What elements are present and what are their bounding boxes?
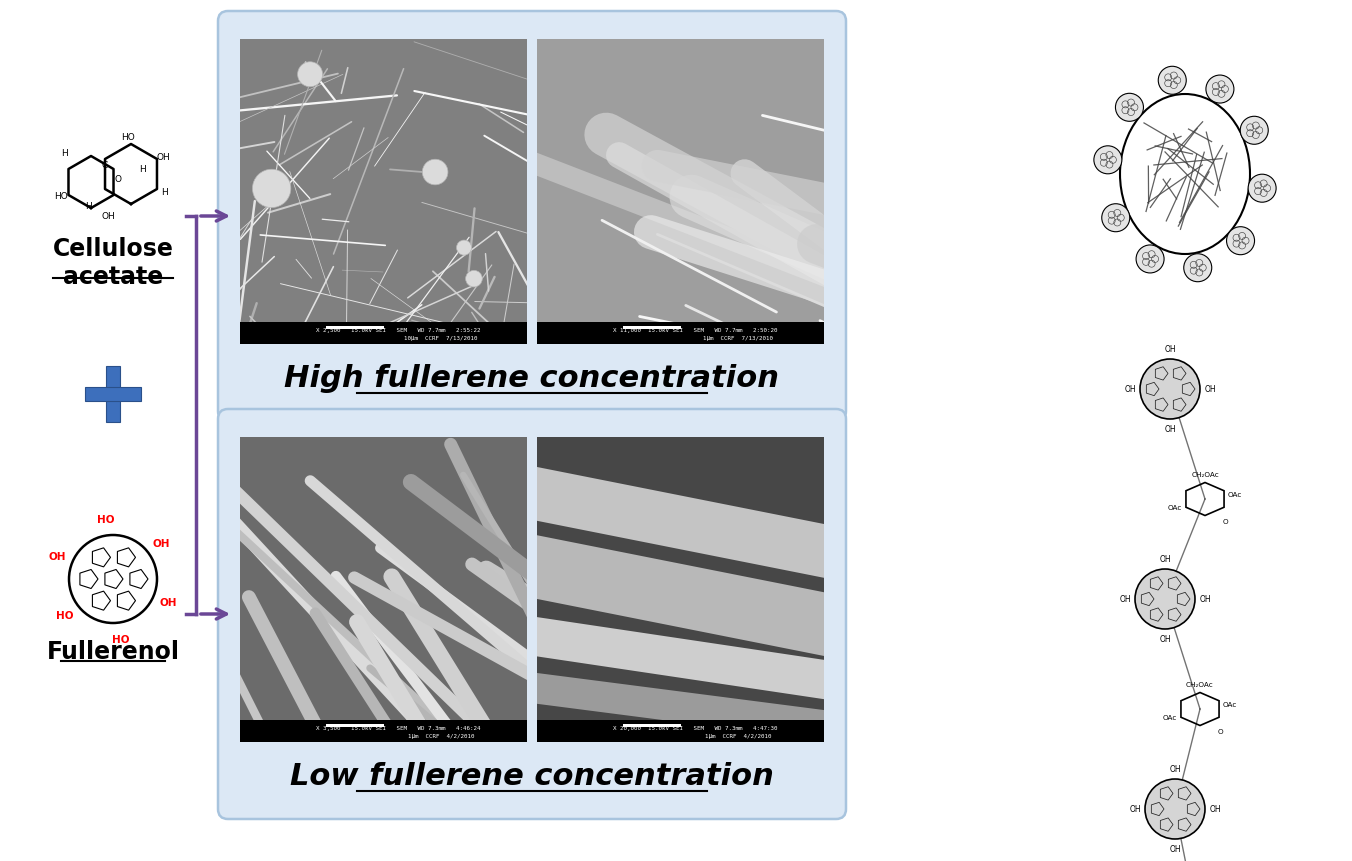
Circle shape (1136, 245, 1164, 274)
Text: HO: HO (122, 133, 135, 141)
Text: OH: OH (153, 538, 169, 548)
Text: OH: OH (1129, 804, 1141, 814)
Text: OH: OH (1169, 765, 1180, 773)
Text: X 20,000  15.0kV SEI   SEM   WD 7.3mm   4:47:30: X 20,000 15.0kV SEI SEM WD 7.3mm 4:47:30 (612, 725, 777, 730)
Circle shape (1240, 117, 1268, 146)
Circle shape (1159, 67, 1186, 96)
Text: C: C (101, 160, 108, 170)
Circle shape (465, 271, 483, 288)
Text: OH: OH (1159, 635, 1171, 644)
Bar (537, 40, 823, 344)
Text: CH₂OAc: CH₂OAc (1186, 681, 1214, 687)
Text: OH: OH (1205, 385, 1215, 394)
Text: Cellulose
acetate: Cellulose acetate (53, 237, 173, 288)
Bar (623, 724, 680, 727)
Text: H: H (139, 165, 146, 174)
Text: OAc: OAc (1222, 701, 1237, 707)
Text: X 2,500   15.0kV SEI   SEM   WD 7.7mm   2:55:22: X 2,500 15.0kV SEI SEM WD 7.7mm 2:55:22 (315, 328, 480, 333)
Text: X 11,000  15.0kV SEI   SEM   WD 7.7mm   2:50:20: X 11,000 15.0kV SEI SEM WD 7.7mm 2:50:20 (612, 328, 777, 333)
Circle shape (253, 170, 291, 208)
Text: OH: OH (1199, 595, 1211, 604)
Text: Fullerenol: Fullerenol (46, 639, 180, 663)
Text: OH: OH (1164, 345, 1176, 354)
Text: O: O (1222, 518, 1228, 524)
Bar (326, 724, 384, 727)
Text: OH: OH (155, 152, 170, 161)
Text: HO: HO (112, 634, 130, 644)
Circle shape (1094, 146, 1122, 175)
Text: CH₂OAc: CH₂OAc (1191, 472, 1220, 478)
Circle shape (1115, 94, 1144, 122)
Text: H: H (162, 189, 169, 197)
Circle shape (1134, 569, 1195, 629)
Circle shape (1140, 360, 1201, 419)
Bar (105, 367, 120, 423)
Text: OH: OH (1169, 845, 1180, 853)
Bar (537, 720, 823, 742)
Text: X 3,500   15.0kV SEI   SEM   WD 7.3mm   4:46:24: X 3,500 15.0kV SEI SEM WD 7.3mm 4:46:24 (315, 725, 480, 730)
Circle shape (457, 241, 472, 256)
Bar (623, 326, 680, 329)
Circle shape (422, 160, 448, 186)
Text: OH: OH (1209, 804, 1221, 814)
Circle shape (1145, 779, 1205, 839)
Bar (85, 387, 141, 401)
Text: HO: HO (97, 515, 115, 525)
Circle shape (1248, 175, 1276, 203)
Text: Low fullerene concentration: Low fullerene concentration (291, 761, 773, 790)
Text: O: O (115, 176, 122, 184)
Text: OH: OH (1119, 595, 1130, 604)
Bar (537, 437, 823, 742)
Circle shape (1102, 205, 1130, 232)
Text: O: O (1217, 728, 1222, 734)
Circle shape (1226, 227, 1255, 256)
Text: OAc: OAc (1228, 492, 1242, 498)
Text: OH: OH (1164, 425, 1176, 434)
Bar (537, 40, 823, 344)
Text: HO: HO (54, 192, 68, 201)
Bar (537, 323, 823, 344)
Text: 1μm  CCRF  7/13/2010: 1μm CCRF 7/13/2010 (703, 336, 773, 341)
Text: 10μm  CCRF  7/13/2010: 10μm CCRF 7/13/2010 (404, 336, 477, 341)
Text: OH: OH (1159, 554, 1171, 564)
FancyBboxPatch shape (218, 410, 846, 819)
Bar (241, 720, 527, 742)
Text: HO: HO (57, 610, 74, 621)
Text: 1μm  CCRF  4/2/2010: 1μm CCRF 4/2/2010 (408, 734, 475, 739)
Text: OH: OH (49, 551, 66, 561)
Bar (241, 437, 527, 742)
Circle shape (1206, 76, 1234, 104)
Circle shape (297, 63, 323, 88)
Text: 1μm  CCRF  4/2/2010: 1μm CCRF 4/2/2010 (704, 734, 771, 739)
Bar (241, 40, 527, 344)
FancyBboxPatch shape (218, 12, 846, 422)
Text: OH: OH (1124, 385, 1136, 394)
Text: OAc: OAc (1163, 714, 1178, 720)
Text: H: H (85, 202, 92, 211)
Bar (537, 437, 823, 742)
Bar (241, 437, 527, 742)
Text: OH: OH (101, 213, 115, 221)
Bar (241, 40, 527, 344)
Text: H: H (62, 148, 69, 158)
Bar (326, 326, 384, 329)
Circle shape (1184, 255, 1211, 282)
Text: OH: OH (160, 598, 177, 608)
Bar (241, 323, 527, 344)
Text: High fullerene concentration: High fullerene concentration (284, 363, 780, 393)
Text: OAc: OAc (1168, 505, 1182, 511)
